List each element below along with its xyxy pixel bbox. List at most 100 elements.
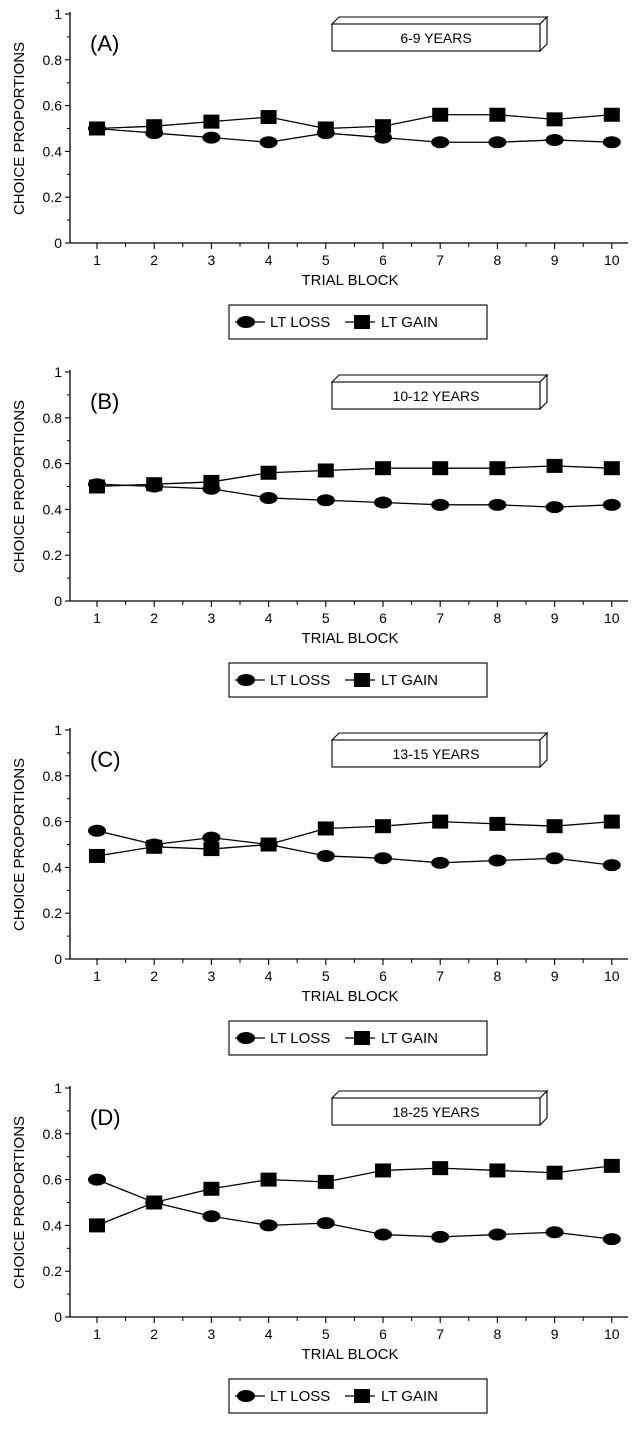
data-point-square [317,1174,334,1189]
legend-loss-marker [237,1032,255,1044]
data-point-square [89,848,105,863]
x-tick-label: 5 [322,610,330,626]
y-tick-label: 1 [54,364,62,380]
data-point-circle [431,1230,450,1243]
chart-panel-b: 0 0.2 0.4 0.6 0.8 1 1 2 3 4 5 6 7 8 9 10 TRIAL BLOCK CHOI… [0,358,635,716]
legend-loss-label: LT LOSS [270,672,330,689]
y-tick-label: 0.4 [43,501,63,517]
x-tick-label: 8 [494,252,502,268]
series-lt-gain [89,107,620,136]
y-tick-label: 0.8 [43,768,63,784]
series-line [96,127,612,143]
x-tick-label: 2 [150,610,158,626]
data-point-circle [88,824,106,837]
age-group-box: 13-15 YEARS [330,731,549,769]
data-point-square [89,479,105,494]
x-tick-label: 6 [379,610,387,626]
age-box-front [331,23,541,52]
data-point-square [203,842,220,857]
data-point-square [432,461,449,476]
legend-loss-label: LT LOSS [270,1030,330,1047]
age-group-label: 6-9 YEARS [400,30,471,46]
legend-gain-label: LT GAIN [381,314,438,331]
x-tick-label: 5 [322,968,330,984]
legend-loss-label: LT LOSS [270,1388,330,1405]
x-tick-label: 6 [379,968,387,984]
chart-svg: 0 0.2 0.4 0.6 0.8 1 1 2 3 4 5 6 7 8 9 10 TRIAL BLOCK CHOI… [11,722,628,1056]
age-group-box: 10-12 YEARS [330,373,549,411]
age-group-label: 18-25 YEARS [393,1104,480,1120]
legend-loss-marker [237,674,255,686]
x-axis-title: TRIAL BLOCK [302,1346,399,1363]
data-point-circle [431,498,450,511]
x-tick-label: 4 [265,252,273,268]
data-point-circle [316,1217,335,1230]
data-point-circle [374,1228,392,1241]
series-lt-loss [88,1173,621,1246]
data-point-circle [488,854,507,867]
data-point-square [146,839,163,854]
series-line [96,465,612,488]
data-point-circle [545,1226,564,1239]
chart-svg: 0 0.2 0.4 0.6 0.8 1 1 2 3 4 5 6 7 8 9 10 TRIAL BLOCK CHOI… [11,6,628,340]
age-box-front [331,739,541,768]
legend: LT LOSS LT GAIN [228,1378,488,1414]
data-point-circle [374,852,392,865]
y-tick-label: 0 [54,1309,62,1325]
chart-panel-c: 0 0.2 0.4 0.6 0.8 1 1 2 3 4 5 6 7 8 9 10 TRIAL BLOCK CHOI… [0,716,635,1074]
x-tick-label: 9 [551,610,559,626]
data-point-circle [431,136,450,149]
data-point-square [546,1165,563,1180]
age-group-box: 6-9 YEARS [330,15,549,53]
age-box-top [330,732,549,741]
x-tick-label: 7 [436,252,444,268]
legend-gain-label: LT GAIN [381,672,438,689]
data-point-circle [545,133,564,146]
data-point-square [603,1158,620,1173]
x-tick-label: 1 [93,1326,101,1342]
x-tick-label: 5 [322,252,330,268]
chart-panel-a: 0 0.2 0.4 0.6 0.8 1 1 2 3 4 5 6 7 8 9 10 TRIAL BLOCK CHOI… [0,0,635,358]
data-point-square [146,119,163,134]
data-point-circle [316,849,335,862]
data-point-square [89,1218,105,1233]
age-group-label: 13-15 YEARS [393,746,480,762]
data-point-square [260,110,277,125]
series-lt-loss [88,824,621,872]
data-point-circle [602,136,621,149]
x-tick-label: 4 [265,968,273,984]
x-axis-title: TRIAL BLOCK [302,988,399,1005]
age-group-label: 10-12 YEARS [393,388,480,404]
data-point-square [260,465,277,480]
series-lt-loss [88,122,621,149]
x-tick-label: 10 [604,1326,620,1342]
y-tick-label: 0.8 [43,1126,63,1142]
y-axis-title: CHOICE PROPORTIONS [11,1116,28,1289]
data-point-circle [602,1233,621,1246]
y-tick-label: 0.6 [43,1172,63,1188]
y-tick-label: 0.4 [43,859,63,875]
data-point-square [489,107,506,122]
data-point-circle [374,131,392,144]
data-point-square [546,819,563,834]
age-box-top [330,374,549,383]
legend-loss-marker [237,1390,255,1402]
x-tick-label: 6 [379,252,387,268]
data-point-circle [602,498,621,511]
panel-letter: (D) [90,1105,121,1130]
x-axis-title: TRIAL BLOCK [302,272,399,289]
legend: LT LOSS LT GAIN [228,304,488,340]
legend-gain-marker [354,315,370,329]
data-point-square [317,463,334,478]
y-tick-label: 0.8 [43,410,63,426]
data-point-circle [488,1228,507,1241]
data-point-square [603,461,620,476]
y-tick-label: 1 [54,722,62,738]
y-tick-label: 0.6 [43,98,63,114]
x-tick-label: 4 [265,1326,273,1342]
y-tick-label: 0.2 [43,189,63,205]
data-point-circle [202,131,221,144]
y-tick-label: 0 [54,951,62,967]
y-axis-title: CHOICE PROPORTIONS [11,400,28,573]
panel-letter: (B) [90,389,119,414]
